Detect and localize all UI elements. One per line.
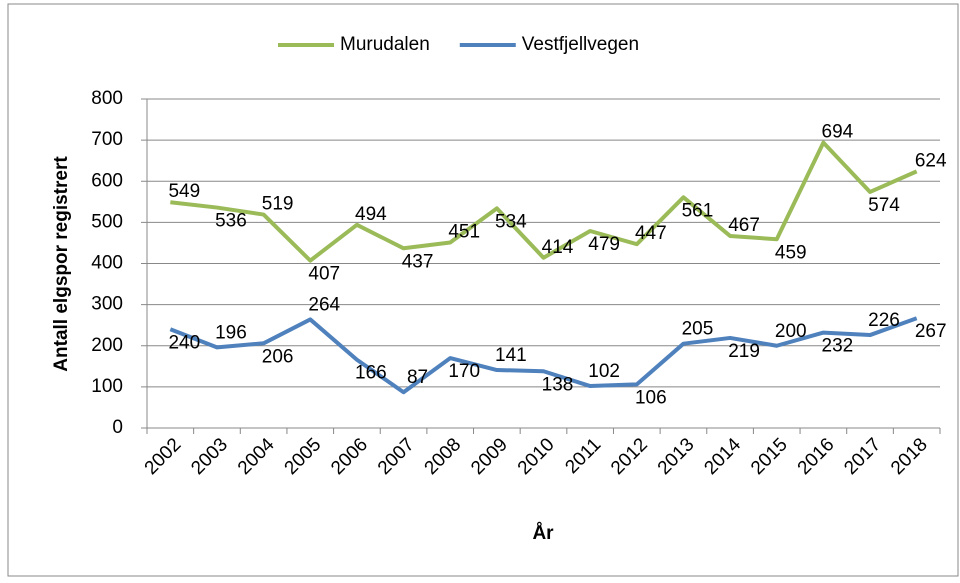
data-label: 414 <box>542 237 574 258</box>
x-axis-title: År <box>532 523 554 544</box>
data-label: 437 <box>402 251 434 272</box>
data-label: 141 <box>495 345 527 366</box>
data-label: 549 <box>168 181 200 202</box>
data-label: 574 <box>868 195 900 216</box>
data-label: 467 <box>728 215 760 236</box>
data-label: 459 <box>775 242 807 263</box>
y-tick-label: 200 <box>91 335 123 356</box>
y-tick-label: 0 <box>112 417 123 438</box>
data-label: 87 <box>407 367 428 388</box>
data-label: 494 <box>355 204 387 225</box>
data-label: 451 <box>448 222 480 243</box>
data-label: 138 <box>542 374 574 395</box>
y-tick-label: 700 <box>91 129 123 150</box>
data-label: 447 <box>635 223 667 244</box>
data-label: 624 <box>915 150 947 171</box>
y-tick-label: 800 <box>91 88 123 109</box>
y-tick-label: 400 <box>91 253 123 274</box>
data-label: 102 <box>588 361 620 382</box>
data-label: 170 <box>448 361 480 382</box>
legend-label: Vestfjellvegen <box>522 34 639 55</box>
data-label: 232 <box>822 336 854 357</box>
series-line <box>169 316 918 395</box>
y-axis-title: Antall elgspor registrert <box>51 156 72 372</box>
legend-label: Murudalen <box>340 34 430 55</box>
data-label: 106 <box>635 387 667 408</box>
data-label: 240 <box>168 332 200 353</box>
data-label: 196 <box>215 322 247 343</box>
y-tick-label: 500 <box>91 211 123 232</box>
data-label: 519 <box>262 194 294 215</box>
y-tick-label: 600 <box>91 170 123 191</box>
data-label: 200 <box>775 321 807 342</box>
data-label: 536 <box>215 211 247 232</box>
data-label: 479 <box>588 234 620 255</box>
data-label: 267 <box>915 321 947 342</box>
y-tick-label: 100 <box>91 376 123 397</box>
series-line <box>170 140 918 263</box>
y-tick-label: 300 <box>91 294 123 315</box>
data-label: 534 <box>495 211 527 232</box>
data-label: 407 <box>308 264 340 285</box>
data-label: 166 <box>355 363 387 384</box>
data-label: 206 <box>262 346 294 367</box>
data-label: 205 <box>682 319 714 340</box>
frame <box>7 3 959 577</box>
data-label: 561 <box>682 200 714 221</box>
data-label: 264 <box>308 294 340 315</box>
data-label: 219 <box>728 341 760 362</box>
data-label: 694 <box>822 122 854 143</box>
data-label: 226 <box>868 310 900 331</box>
